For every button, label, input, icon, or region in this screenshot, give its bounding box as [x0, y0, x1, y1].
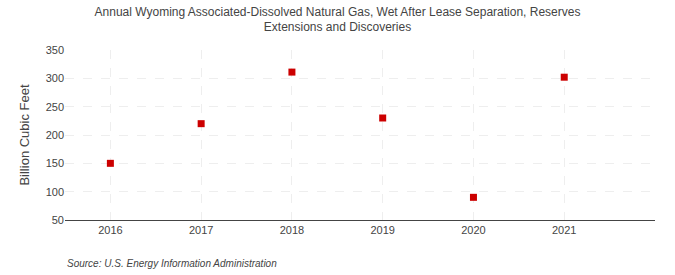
svg-text:150: 150: [46, 157, 64, 169]
svg-text:2021: 2021: [552, 224, 576, 236]
svg-text:50: 50: [52, 214, 64, 226]
svg-text:100: 100: [46, 186, 64, 198]
svg-text:Annual Wyoming Associated-Diss: Annual Wyoming Associated-Dissolved Natu…: [95, 5, 581, 35]
svg-text:200: 200: [46, 129, 64, 141]
svg-text:Source: U.S. Energy Informatio: Source: U.S. Energy Information Administ…: [67, 258, 277, 269]
svg-text:300: 300: [46, 72, 64, 84]
svg-text:2020: 2020: [461, 224, 485, 236]
svg-text:Billion Cubic Feet: Billion Cubic Feet: [17, 84, 32, 186]
svg-text:250: 250: [46, 101, 64, 113]
svg-text:2018: 2018: [280, 224, 304, 236]
svg-text:2016: 2016: [98, 224, 122, 236]
svg-text:2017: 2017: [189, 224, 213, 236]
svg-text:2019: 2019: [370, 224, 394, 236]
svg-text:350: 350: [46, 44, 64, 56]
